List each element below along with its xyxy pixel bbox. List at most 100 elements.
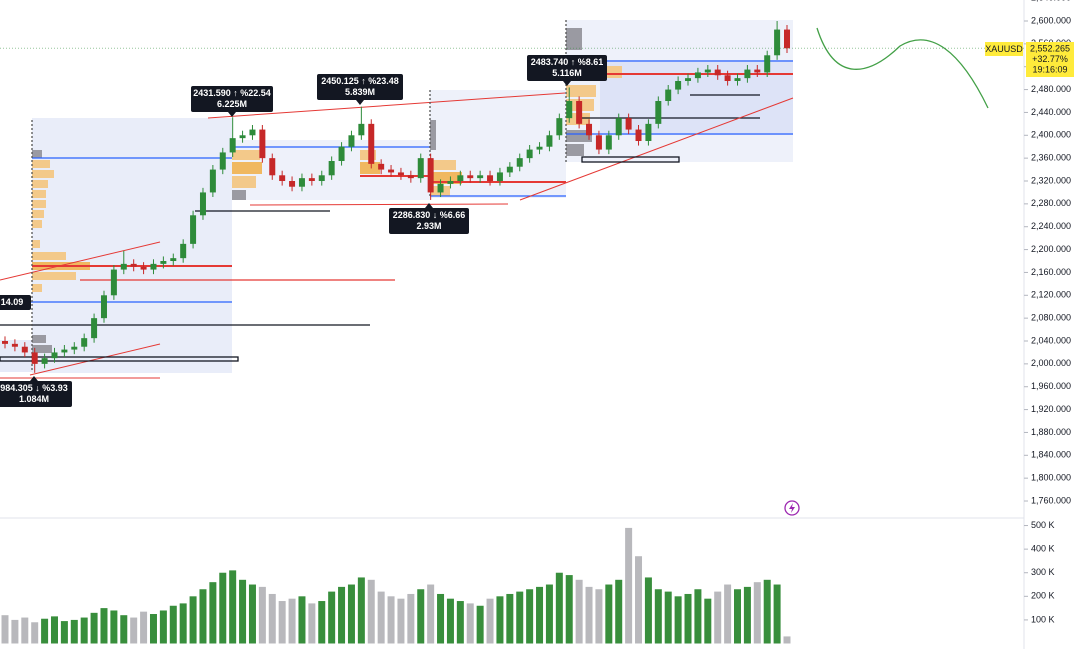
candle-body (566, 101, 573, 119)
volume-bar (229, 570, 237, 644)
callout-box (317, 74, 403, 100)
candle-body (41, 358, 48, 364)
candle-body (130, 263, 137, 267)
volume-bar (31, 622, 39, 644)
candle-body (397, 172, 404, 176)
volume-bar (625, 527, 633, 644)
candle-body (71, 346, 78, 350)
candle-body (407, 175, 414, 179)
callout-pointer (228, 112, 236, 117)
volume-bar (159, 610, 167, 644)
candle-body (239, 135, 246, 139)
callout-text: 2.93M (416, 221, 441, 231)
candle-body (516, 158, 523, 167)
volume-bar (90, 612, 98, 644)
candle-body (298, 178, 305, 187)
candle-body (556, 118, 563, 136)
callout-box (0, 381, 72, 407)
callout-box (191, 86, 273, 112)
candle-body (160, 261, 167, 264)
volume-bar (100, 608, 108, 644)
volume-bar (357, 577, 365, 644)
volume-bar (753, 582, 761, 644)
candle-body (308, 178, 315, 182)
volume-bar (773, 584, 781, 644)
volume-bar (536, 586, 544, 644)
candle-body (21, 346, 28, 353)
volume-bar (50, 616, 58, 644)
candle-body (635, 129, 642, 142)
volume-tick-label: 200 K (1031, 591, 1055, 601)
volume-bar (328, 591, 336, 644)
volume-bar (140, 611, 148, 644)
y-tick-label: 2,000.000 (1031, 358, 1071, 368)
volume-bar (407, 593, 415, 644)
candle-body (31, 352, 38, 364)
volume-bar (605, 584, 613, 644)
candle-body (269, 158, 276, 176)
y-tick-label: 1,840.000 (1031, 450, 1071, 460)
candle-body (378, 163, 385, 170)
symbol-tag (985, 42, 1023, 56)
candle-body (120, 263, 127, 270)
volume-bar (694, 589, 702, 644)
volume-bar (437, 593, 445, 644)
candle-body (714, 69, 721, 76)
volume-bar (456, 601, 464, 644)
callout-text: 14.09 (1, 297, 24, 307)
volume-bar (41, 618, 49, 644)
candle-body (11, 343, 18, 347)
volume-bar (615, 579, 623, 644)
volume-bar (209, 582, 217, 644)
volume-bar (486, 598, 494, 644)
callout-pointer (425, 203, 433, 208)
volume-bar (387, 596, 395, 644)
candle-body (170, 258, 177, 262)
volume-bar (278, 601, 286, 644)
volume-bar (11, 619, 19, 644)
volume-bar (654, 589, 662, 644)
candle-body (576, 101, 583, 124)
volume-bar (446, 598, 454, 644)
candle-body (744, 69, 751, 79)
y-tick-label: 1,960.000 (1031, 381, 1071, 391)
candle-body (724, 75, 731, 81)
callout-text: 2286.830 ↓ %6.66 (393, 210, 466, 220)
candle-body (150, 263, 157, 270)
candle-body (81, 338, 88, 347)
y-tick-label: 2,080.000 (1031, 313, 1071, 323)
candle-body (110, 269, 117, 296)
y-tick-label: 2,360.000 (1031, 153, 1071, 163)
volume-bar (268, 593, 276, 644)
volume-bar (179, 603, 187, 644)
y-tick-label: 2,160.000 (1031, 267, 1071, 277)
volume-bar (506, 593, 514, 644)
candle-body (734, 78, 741, 81)
candle-body (625, 118, 632, 130)
volume-tick-label: 500 K (1031, 520, 1055, 530)
candle-body (51, 352, 58, 359)
callout: 2431.590 ↑ %22.546.225M (191, 86, 273, 117)
candle-body (586, 123, 593, 136)
candle-body (209, 169, 216, 193)
candle-body (338, 146, 345, 162)
volume-tick-label: 100 K (1031, 614, 1055, 624)
volume-bar (763, 579, 771, 644)
candle-body (754, 69, 761, 73)
countdown: 19:16:09 (1032, 64, 1067, 74)
candle-body (289, 181, 296, 187)
volume-bar (60, 621, 68, 644)
y-tick-label: 2,040.000 (1031, 335, 1071, 345)
candle-body (536, 146, 543, 150)
candle-body (91, 318, 98, 339)
volume-bar (367, 579, 375, 644)
callout-text: 5.839M (345, 87, 375, 97)
y-tick-label: 2,440.000 (1031, 107, 1071, 117)
alert-icon[interactable] (784, 500, 800, 516)
volume-bar (189, 596, 197, 644)
volume-bar (110, 610, 118, 644)
candle-body (665, 89, 672, 102)
range-box (32, 118, 232, 373)
volume-bar (575, 579, 583, 644)
